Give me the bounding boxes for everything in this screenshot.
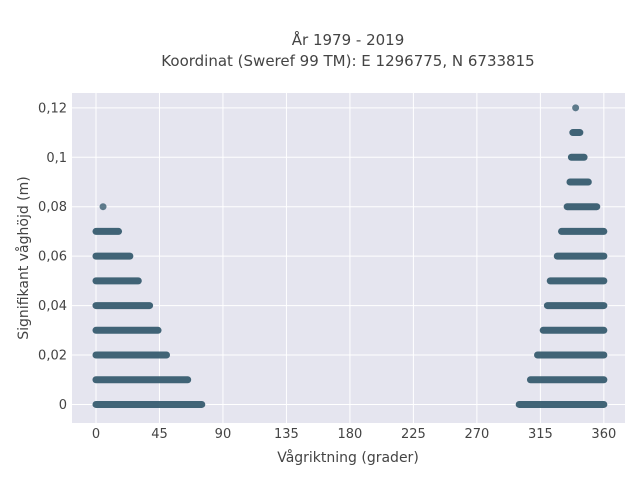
- chart-title-line1: År 1979 - 2019: [292, 30, 405, 49]
- x-tick-label: 360: [591, 427, 616, 442]
- y-tick-label: 0,06: [38, 250, 67, 265]
- y-tick-label: 0,08: [38, 200, 67, 215]
- x-tick-label: 180: [337, 427, 362, 442]
- x-tick-label: 135: [274, 427, 299, 442]
- y-tick-labels: 0 0,02 0,04 0,06 0,08 0,1 0,12: [38, 101, 67, 413]
- x-tick-label: 0: [92, 427, 100, 442]
- data-points: [92, 104, 608, 408]
- y-tick-label: 0,04: [38, 299, 67, 314]
- x-tick-label: 90: [215, 427, 232, 442]
- y-tick-label: 0,02: [38, 349, 67, 364]
- plot-area: [72, 93, 625, 423]
- data-point: [572, 104, 580, 112]
- chart-title-line2: Koordinat (Sweref 99 TM): E 1296775, N 6…: [161, 52, 534, 70]
- x-tick-labels: 0 45 90 135 180 225 270 315 360: [92, 427, 616, 442]
- y-axis-label: Signifikant våghöjd (m): [15, 176, 32, 339]
- x-tick-label: 45: [151, 427, 168, 442]
- data-point: [99, 203, 107, 211]
- x-axis-label: Vågriktning (grader): [277, 449, 419, 466]
- x-tick-label: 270: [464, 427, 489, 442]
- y-tick-label: 0,1: [46, 151, 67, 166]
- y-tick-label: 0,12: [38, 101, 67, 116]
- y-tick-label: 0: [59, 398, 67, 413]
- x-tick-label: 315: [528, 427, 553, 442]
- x-tick-label: 225: [401, 427, 426, 442]
